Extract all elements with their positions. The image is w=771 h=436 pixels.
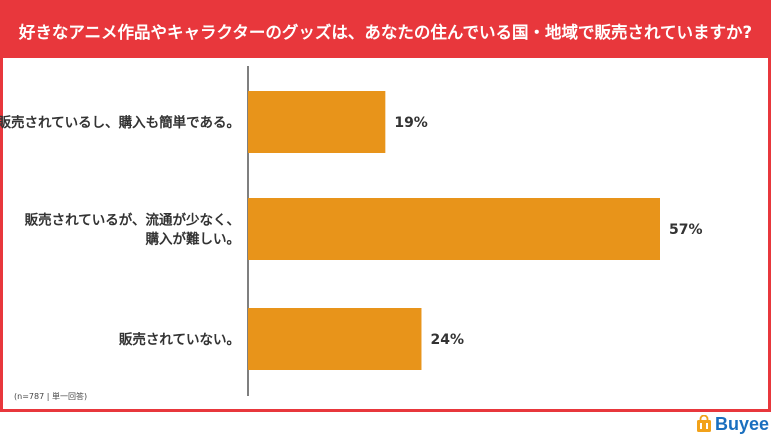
- bars-group: [248, 91, 660, 370]
- buyee-logo: Buyee: [696, 413, 769, 435]
- bar-1: [248, 91, 386, 153]
- category-label-3: 販売されていない。: [119, 331, 240, 348]
- sample-note: (n=787 | 単一回答): [14, 392, 88, 401]
- bar-2: [248, 198, 660, 260]
- value-label-2: 57%: [669, 222, 703, 238]
- category-label-2-line-1: 販売されているが、流通が少なく、: [25, 212, 240, 229]
- value-label-3: 24%: [430, 332, 464, 348]
- brand-name: Buyee: [715, 413, 770, 434]
- shopping-bag-icon: [697, 415, 711, 432]
- bar-chart: 販売されているし、購入も簡単である。販売されているが、流通が少なく、購入が難しい…: [0, 66, 703, 396]
- category-labels-group: 販売されているし、購入も簡単である。販売されているが、流通が少なく、購入が難しい…: [0, 114, 240, 348]
- category-label-1: 販売されているし、購入も簡単である。: [0, 114, 240, 131]
- value-label-1: 19%: [394, 115, 428, 131]
- chart-title: 好きなアニメ作品やキャラクターのグッズは、あなたの住んでいる国・地域で販売されて…: [3, 3, 768, 58]
- category-label-2-line-2: 購入が難しい。: [145, 231, 241, 248]
- bar-3: [248, 308, 422, 370]
- value-labels-group: 19% 57% 24%: [394, 115, 702, 348]
